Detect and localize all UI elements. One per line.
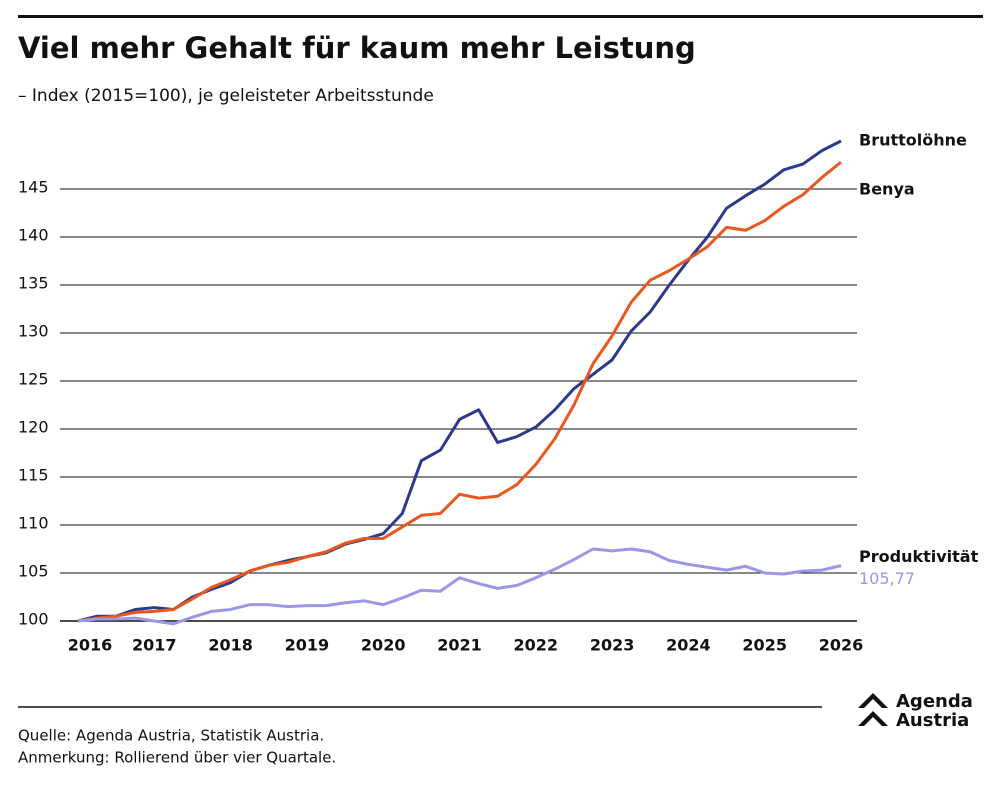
y-tick-label: 145 — [18, 178, 49, 197]
y-tick-label: 140 — [18, 226, 49, 245]
logo: Agenda Austria — [858, 691, 973, 731]
legend-label: Produktivität — [859, 547, 979, 566]
y-tick-label: 110 — [18, 514, 49, 533]
y-tick-label: 105 — [18, 562, 49, 581]
y-tick-label: 115 — [18, 466, 49, 485]
y-tick-label: 125 — [18, 370, 49, 389]
legend-label: Benya — [859, 180, 915, 199]
x-tick-label: 2017 — [132, 636, 177, 655]
x-tick-label: 2018 — [208, 636, 253, 655]
x-tick-label: 2022 — [514, 636, 559, 655]
logo-text: Austria — [896, 710, 969, 731]
x-tick-label: 2026 — [819, 636, 864, 655]
logo-icon — [858, 693, 888, 726]
y-tick-label: 120 — [18, 418, 49, 437]
series-line — [77, 160, 842, 623]
source: Quelle: Agenda Austria, Statistik Austri… — [18, 727, 324, 745]
x-tick-label: 2023 — [590, 636, 635, 655]
x-tick-label: 2021 — [437, 636, 482, 655]
note: Anmerkung: Rollierend über vier Quartale… — [18, 749, 336, 767]
x-tick-label: 2019 — [285, 636, 330, 655]
x-tick-label: 2016 — [68, 636, 113, 655]
chart-subtitle: – Index (2015=100), je geleisteter Arbei… — [18, 86, 434, 106]
y-tick-label: 100 — [18, 610, 49, 629]
chart-title: Viel mehr Gehalt für kaum mehr Leistung — [18, 31, 696, 65]
x-tick-label: 2020 — [361, 636, 406, 655]
logo-text: Agenda — [896, 691, 973, 712]
x-tick-label: 2025 — [742, 636, 787, 655]
legend-label: Bruttolöhne — [859, 131, 967, 150]
data-label: 105,77 — [859, 569, 915, 588]
y-tick-label: 135 — [18, 274, 49, 293]
series-line — [77, 547, 842, 626]
x-tick-label: 2024 — [666, 636, 711, 655]
y-tick-label: 130 — [18, 322, 49, 341]
top-rule — [18, 15, 983, 18]
